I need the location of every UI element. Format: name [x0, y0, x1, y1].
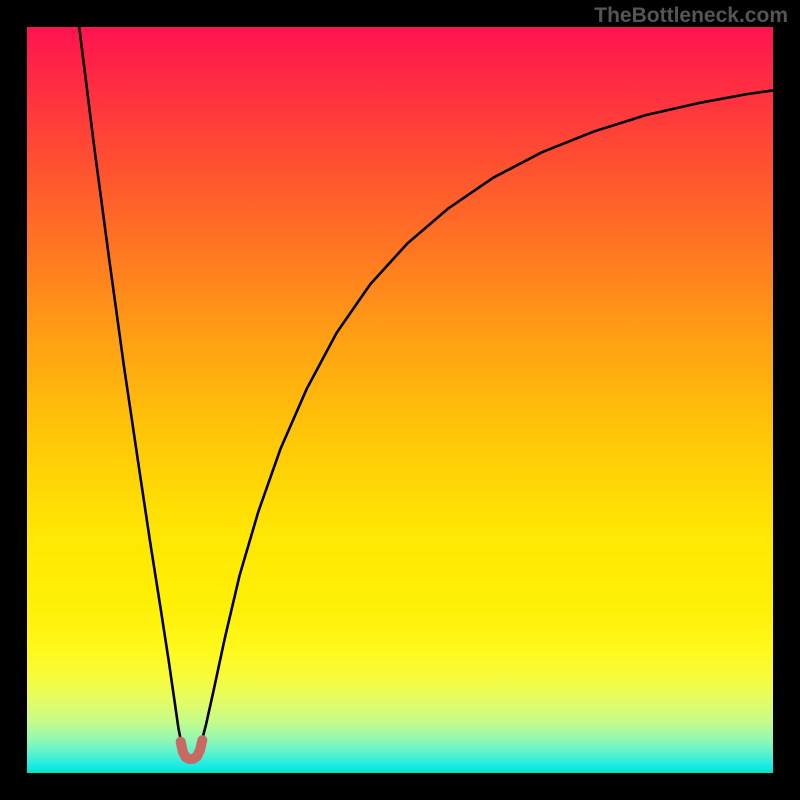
chart-frame: TheBottleneck.com — [0, 0, 800, 800]
plot-area — [27, 27, 773, 773]
chart-background — [27, 27, 773, 773]
chart-svg — [27, 27, 773, 773]
watermark-text: TheBottleneck.com — [594, 4, 788, 28]
